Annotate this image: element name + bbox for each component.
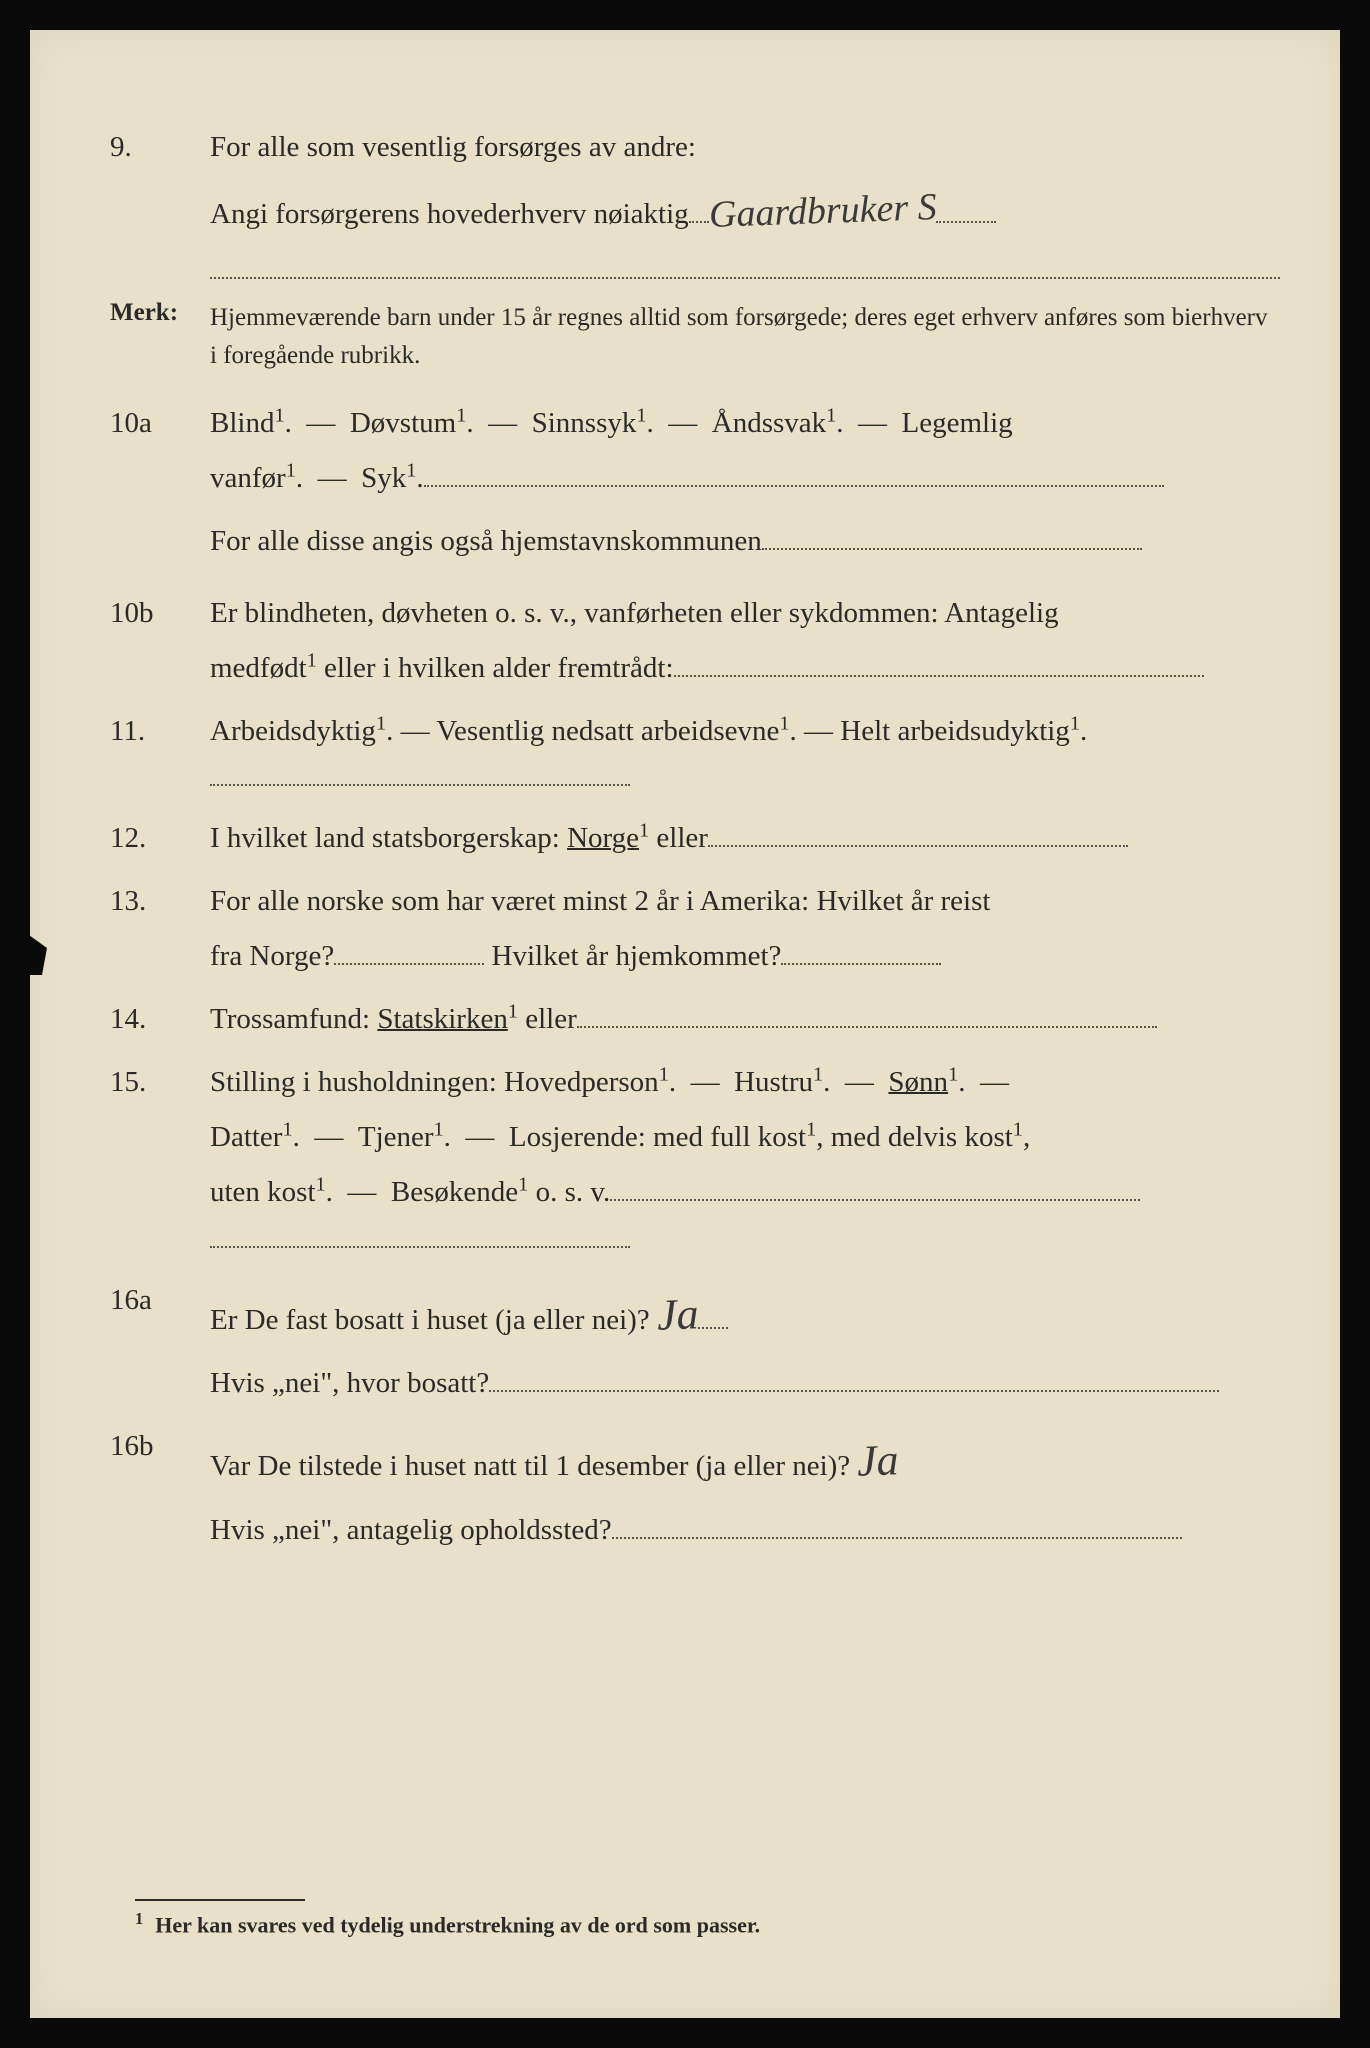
q15-underlined-sonn: Sønn [888, 1066, 948, 1098]
footnote-text: Her kan svares ved tydelig understreknin… [155, 1912, 760, 1937]
question-16b: 16b Var De tilstede i huset natt til 1 d… [110, 1419, 1280, 1558]
q11-number: 11. [110, 704, 210, 759]
merk-label: Merk: [110, 299, 210, 374]
q15-line1: Stilling i husholdningen: Hovedperson1. … [210, 1055, 1280, 1110]
q16a-number: 16a [110, 1273, 210, 1412]
q13-line1: For alle norske som har været minst 2 år… [210, 874, 1280, 929]
q9-line1: For alle som vesentlig forsørges av andr… [210, 120, 1280, 175]
merk-text: Hjemmeværende barn under 15 år regnes al… [210, 299, 1280, 374]
q15-content: Stilling i husholdningen: Hovedperson1. … [210, 1055, 1280, 1220]
q9-line2: Angi forsørgerens hovederhverv nøiaktigG… [210, 175, 1280, 247]
q12-number: 12. [110, 811, 210, 866]
divider-2 [210, 784, 630, 786]
question-12: 12. I hvilket land statsborgerskap: Norg… [110, 811, 1280, 866]
question-14: 14. Trossamfund: Statskirken1 eller [110, 992, 1280, 1047]
q13-number: 13. [110, 874, 210, 984]
question-13: 13. For alle norske som har været minst … [110, 874, 1280, 984]
q15-line2: Datter1. — Tjener1. — Losjerende: med fu… [210, 1110, 1280, 1165]
q15-line3: uten kost1. — Besøkende1 o. s. v. [210, 1165, 1280, 1220]
question-9: 9. For alle som vesentlig forsørges av a… [110, 120, 1280, 247]
q14-underlined: Statskirken [377, 1003, 508, 1035]
footnote-rule [135, 1899, 305, 1901]
q16a-line2: Hvis „nei", hvor bosatt? [210, 1356, 1280, 1411]
page-tear [22, 930, 47, 975]
question-16a: 16a Er De fast bosatt i huset (ja eller … [110, 1273, 1280, 1412]
q9-number: 9. [110, 120, 210, 247]
q9-line2-prefix: Angi forsørgerens hovederhverv nøiaktig [210, 198, 689, 230]
q11-content: Arbeidsdyktig1. — Vesentlig nedsatt arbe… [210, 704, 1280, 759]
q16a-content: Er De fast bosatt i huset (ja eller nei)… [210, 1273, 1280, 1412]
q16b-line1: Var De tilstede i huset natt til 1 desem… [210, 1419, 1280, 1503]
q10b-line2: medfødt1 eller i hvilken alder fremtrådt… [210, 641, 1280, 696]
question-11: 11. Arbeidsdyktig1. — Vesentlig nedsatt … [110, 704, 1280, 759]
q13-line2: fra Norge? Hvilket år hjemkommet? [210, 929, 1280, 984]
q10a-number: 10a [110, 396, 210, 569]
q12-content: I hvilket land statsborgerskap: Norge1 e… [210, 811, 1280, 866]
divider-1 [210, 277, 1280, 279]
q9-content: For alle som vesentlig forsørges av andr… [210, 120, 1280, 247]
question-10b: 10b Er blindheten, døvheten o. s. v., va… [110, 586, 1280, 696]
q14-content: Trossamfund: Statskirken1 eller [210, 992, 1280, 1047]
q10a-line1: Blind1. — Døvstum1. — Sinnssyk1. — Åndss… [210, 396, 1280, 451]
q10b-line1: Er blindheten, døvheten o. s. v., vanfør… [210, 586, 1280, 641]
footnote-marker: 1 [135, 1909, 143, 1928]
q12-underlined: Norge [567, 822, 639, 854]
q9-handwritten-answer: Gaardbruker S [707, 171, 937, 251]
q10a-line2: vanfør1. — Syk1. [210, 451, 1280, 506]
q14-number: 14. [110, 992, 210, 1047]
q16a-handwritten-answer: Ja [655, 1272, 699, 1357]
q10a-content: Blind1. — Døvstum1. — Sinnssyk1. — Åndss… [210, 396, 1280, 569]
q10a-line3: For alle disse angis også hjemstavnskomm… [210, 514, 1280, 569]
q16a-line1: Er De fast bosatt i huset (ja eller nei)… [210, 1273, 1280, 1357]
q16b-line2: Hvis „nei", antagelig opholdssted? [210, 1503, 1280, 1558]
question-10a: 10a Blind1. — Døvstum1. — Sinnssyk1. — Å… [110, 396, 1280, 569]
divider-3 [210, 1246, 630, 1248]
q10b-number: 10b [110, 586, 210, 696]
census-form-page: 9. For alle som vesentlig forsørges av a… [30, 30, 1340, 2018]
q13-content: For alle norske som har været minst 2 år… [210, 874, 1280, 984]
merk-note: Merk: Hjemmeværende barn under 15 år reg… [110, 299, 1280, 374]
q16b-handwritten-answer: Ja [856, 1418, 900, 1503]
q10b-content: Er blindheten, døvheten o. s. v., vanfør… [210, 586, 1280, 696]
q15-number: 15. [110, 1055, 210, 1220]
q16b-number: 16b [110, 1419, 210, 1558]
footnote: 1 Her kan svares ved tydelig understrekni… [135, 1899, 760, 1938]
q16b-content: Var De tilstede i huset natt til 1 desem… [210, 1419, 1280, 1558]
question-15: 15. Stilling i husholdningen: Hovedperso… [110, 1055, 1280, 1220]
